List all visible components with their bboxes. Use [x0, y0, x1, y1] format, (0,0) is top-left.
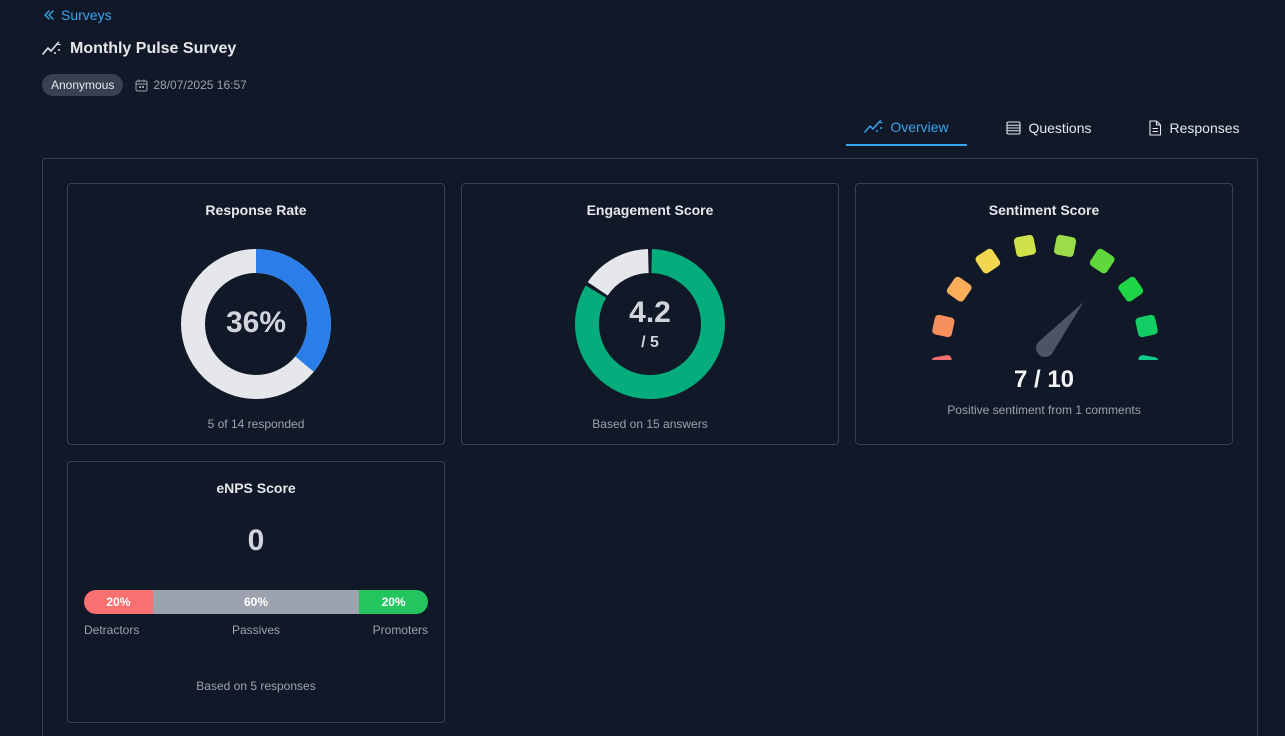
survey-date-text: 28/07/2025 16:57: [153, 78, 247, 92]
response-rate-donut: [181, 249, 331, 399]
engagement-score-max: / 5: [641, 334, 659, 351]
promoters-segment: 20%: [359, 590, 428, 614]
sentiment-score-title: Sentiment Score: [988, 202, 1100, 218]
response-rate-card: Response Rate 36% 5 of 14 responded: [67, 183, 445, 445]
survey-date: 28/07/2025 16:57: [135, 78, 247, 92]
sentiment-gauge-segment: [1053, 234, 1077, 257]
detractors-label: Detractors: [84, 623, 140, 637]
sentiment-needle: [1036, 302, 1084, 357]
page-title-row: Monthly Pulse Survey: [42, 40, 236, 58]
sentiment-gauge-segment: [932, 314, 955, 338]
sentiment-gauge-segment: [975, 248, 1001, 274]
sentiment-gauge: [931, 234, 1159, 360]
enps-score-title: eNPS Score: [216, 480, 296, 496]
list-icon: [1006, 121, 1022, 135]
engagement-arc: [575, 249, 725, 399]
back-link-label: Surveys: [61, 7, 112, 23]
anonymous-badge: Anonymous: [42, 74, 124, 96]
back-to-surveys-link[interactable]: Surveys: [42, 7, 112, 23]
response-rate-arc: [255, 249, 331, 372]
survey-meta: Anonymous 28/07/2025 16:57: [42, 74, 247, 96]
sentiment-gauge-segment: [1118, 276, 1144, 302]
passives-label: Passives: [231, 623, 281, 637]
overview-panel: [42, 158, 1258, 736]
tab-responses-label: Responses: [1169, 120, 1240, 136]
engagement-donut: [575, 249, 725, 399]
response-rate-percent: 36%: [225, 306, 287, 339]
document-icon: [1149, 120, 1162, 136]
engagement-score-title: Engagement Score: [586, 202, 714, 218]
double-chevron-left-icon: [44, 10, 54, 20]
engagement-track: [587, 249, 650, 296]
page-title: Monthly Pulse Survey: [70, 40, 237, 57]
tab-responses[interactable]: Responses: [1138, 110, 1250, 146]
enps-score-card: eNPS Score 0 20% 60% 20% Detractors Pass…: [67, 461, 445, 723]
tab-bar: Overview Questions Responses: [0, 110, 1285, 146]
response-rate-title: Response Rate: [205, 202, 307, 218]
sentiment-footnote: Positive sentiment from 1 comments: [947, 403, 1141, 417]
enps-footnote: Based on 5 responses: [196, 679, 316, 693]
sentiment-score-card: Sentiment Score 7 / 10 Positive sentimen…: [855, 183, 1233, 445]
calendar-icon: [135, 79, 148, 91]
tab-questions[interactable]: Questions: [996, 110, 1102, 146]
engagement-score-card: Engagement Score 4.2 / 5 Based on 15 ans…: [461, 183, 839, 445]
sentiment-gauge-segment: [931, 355, 954, 360]
sentiment-gauge-segment: [946, 276, 972, 302]
tab-overview-label: Overview: [890, 119, 949, 135]
promoters-label: Promoters: [372, 623, 428, 637]
sentiment-gauge-segment: [1135, 314, 1158, 338]
tab-overview[interactable]: Overview: [846, 110, 967, 146]
trend-chart-icon: [42, 41, 61, 55]
engagement-footnote: Based on 15 answers: [592, 417, 708, 431]
detractors-segment: 20%: [84, 590, 153, 614]
sentiment-score-value: 7 / 10: [1013, 366, 1075, 393]
tab-questions-label: Questions: [1028, 120, 1092, 136]
sentiment-gauge-segment: [1089, 248, 1115, 274]
sentiment-gauge-segment: [1136, 355, 1159, 360]
passives-segment: 60%: [152, 590, 360, 614]
trend-chart-icon: [864, 120, 883, 133]
engagement-score-value: 4.2: [629, 296, 671, 329]
enps-score-value: 0: [247, 524, 265, 557]
response-rate-footnote: 5 of 14 responded: [207, 417, 305, 431]
enps-distribution-bar: 20% 60% 20%: [84, 590, 428, 614]
sentiment-gauge-segment: [1013, 234, 1037, 257]
